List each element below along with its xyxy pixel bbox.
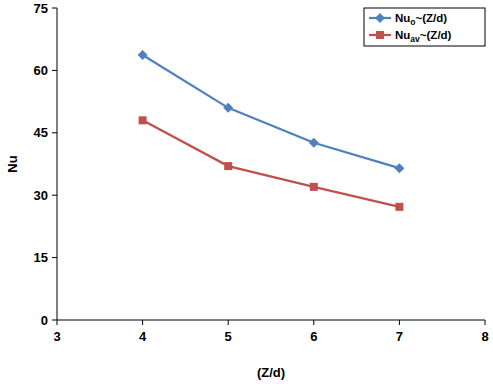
y-axis-line [57, 8, 58, 320]
data-point [395, 203, 403, 211]
x-tick-label: 3 [53, 329, 60, 344]
y-axis-label: Nu [5, 155, 20, 172]
y-tick-label: 0 [41, 313, 48, 328]
y-tick-label: 60 [34, 63, 48, 78]
x-tick-label: 4 [139, 329, 147, 344]
data-point [224, 162, 232, 170]
legend: Nuo~(Z/d) Nuav~(Z/d) [364, 8, 485, 46]
data-point [309, 138, 319, 148]
x-tick [399, 320, 400, 325]
x-tick-label: 6 [310, 329, 317, 344]
x-tick [313, 320, 314, 325]
y-tick-label: 45 [34, 125, 48, 140]
y-tick-label: 75 [34, 1, 48, 16]
x-tick [142, 320, 143, 325]
data-point [394, 163, 404, 173]
y-tick [52, 8, 57, 9]
x-axis-line [57, 320, 485, 321]
x-tick [228, 320, 229, 325]
chart-container: 01530456075345678(Z/d)NuNuo~(Z/d)Nuav~(Z… [0, 0, 493, 384]
data-point [138, 50, 148, 60]
x-axis-label: (Z/d) [257, 365, 285, 380]
legend-marker [376, 31, 384, 39]
series-line [143, 55, 400, 168]
chart-svg: 01530456075345678(Z/d)NuNuo~(Z/d)Nuav~(Z… [0, 0, 493, 384]
x-tick-label: 7 [396, 329, 403, 344]
legend-box [364, 8, 485, 46]
data-point [310, 183, 318, 191]
legend-label: Nuo~(Z/d) [395, 12, 447, 27]
data-point [139, 116, 147, 124]
x-tick-label: 8 [481, 329, 488, 344]
x-tick [485, 320, 486, 325]
plot-area [138, 50, 405, 211]
y-tick [52, 320, 57, 321]
y-tick-label: 30 [34, 188, 48, 203]
series-line [143, 120, 400, 207]
x-tick [57, 320, 58, 325]
data-point [223, 103, 233, 113]
y-tick [52, 257, 57, 258]
y-tick [52, 70, 57, 71]
y-tick [52, 132, 57, 133]
y-tick [52, 195, 57, 196]
legend-label: Nuav~(Z/d) [395, 29, 452, 44]
x-tick-label: 5 [225, 329, 232, 344]
legend-marker [375, 13, 385, 23]
y-tick-label: 15 [34, 250, 48, 265]
